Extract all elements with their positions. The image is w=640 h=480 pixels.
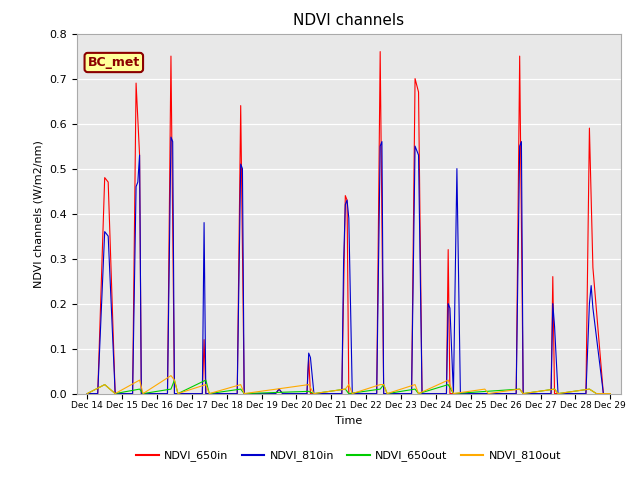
Legend: NDVI_650in, NDVI_810in, NDVI_650out, NDVI_810out: NDVI_650in, NDVI_810in, NDVI_650out, NDV… <box>132 446 566 466</box>
Title: NDVI channels: NDVI channels <box>293 13 404 28</box>
Y-axis label: NDVI channels (W/m2/nm): NDVI channels (W/m2/nm) <box>34 140 44 288</box>
X-axis label: Time: Time <box>335 416 362 426</box>
Text: BC_met: BC_met <box>88 56 140 69</box>
